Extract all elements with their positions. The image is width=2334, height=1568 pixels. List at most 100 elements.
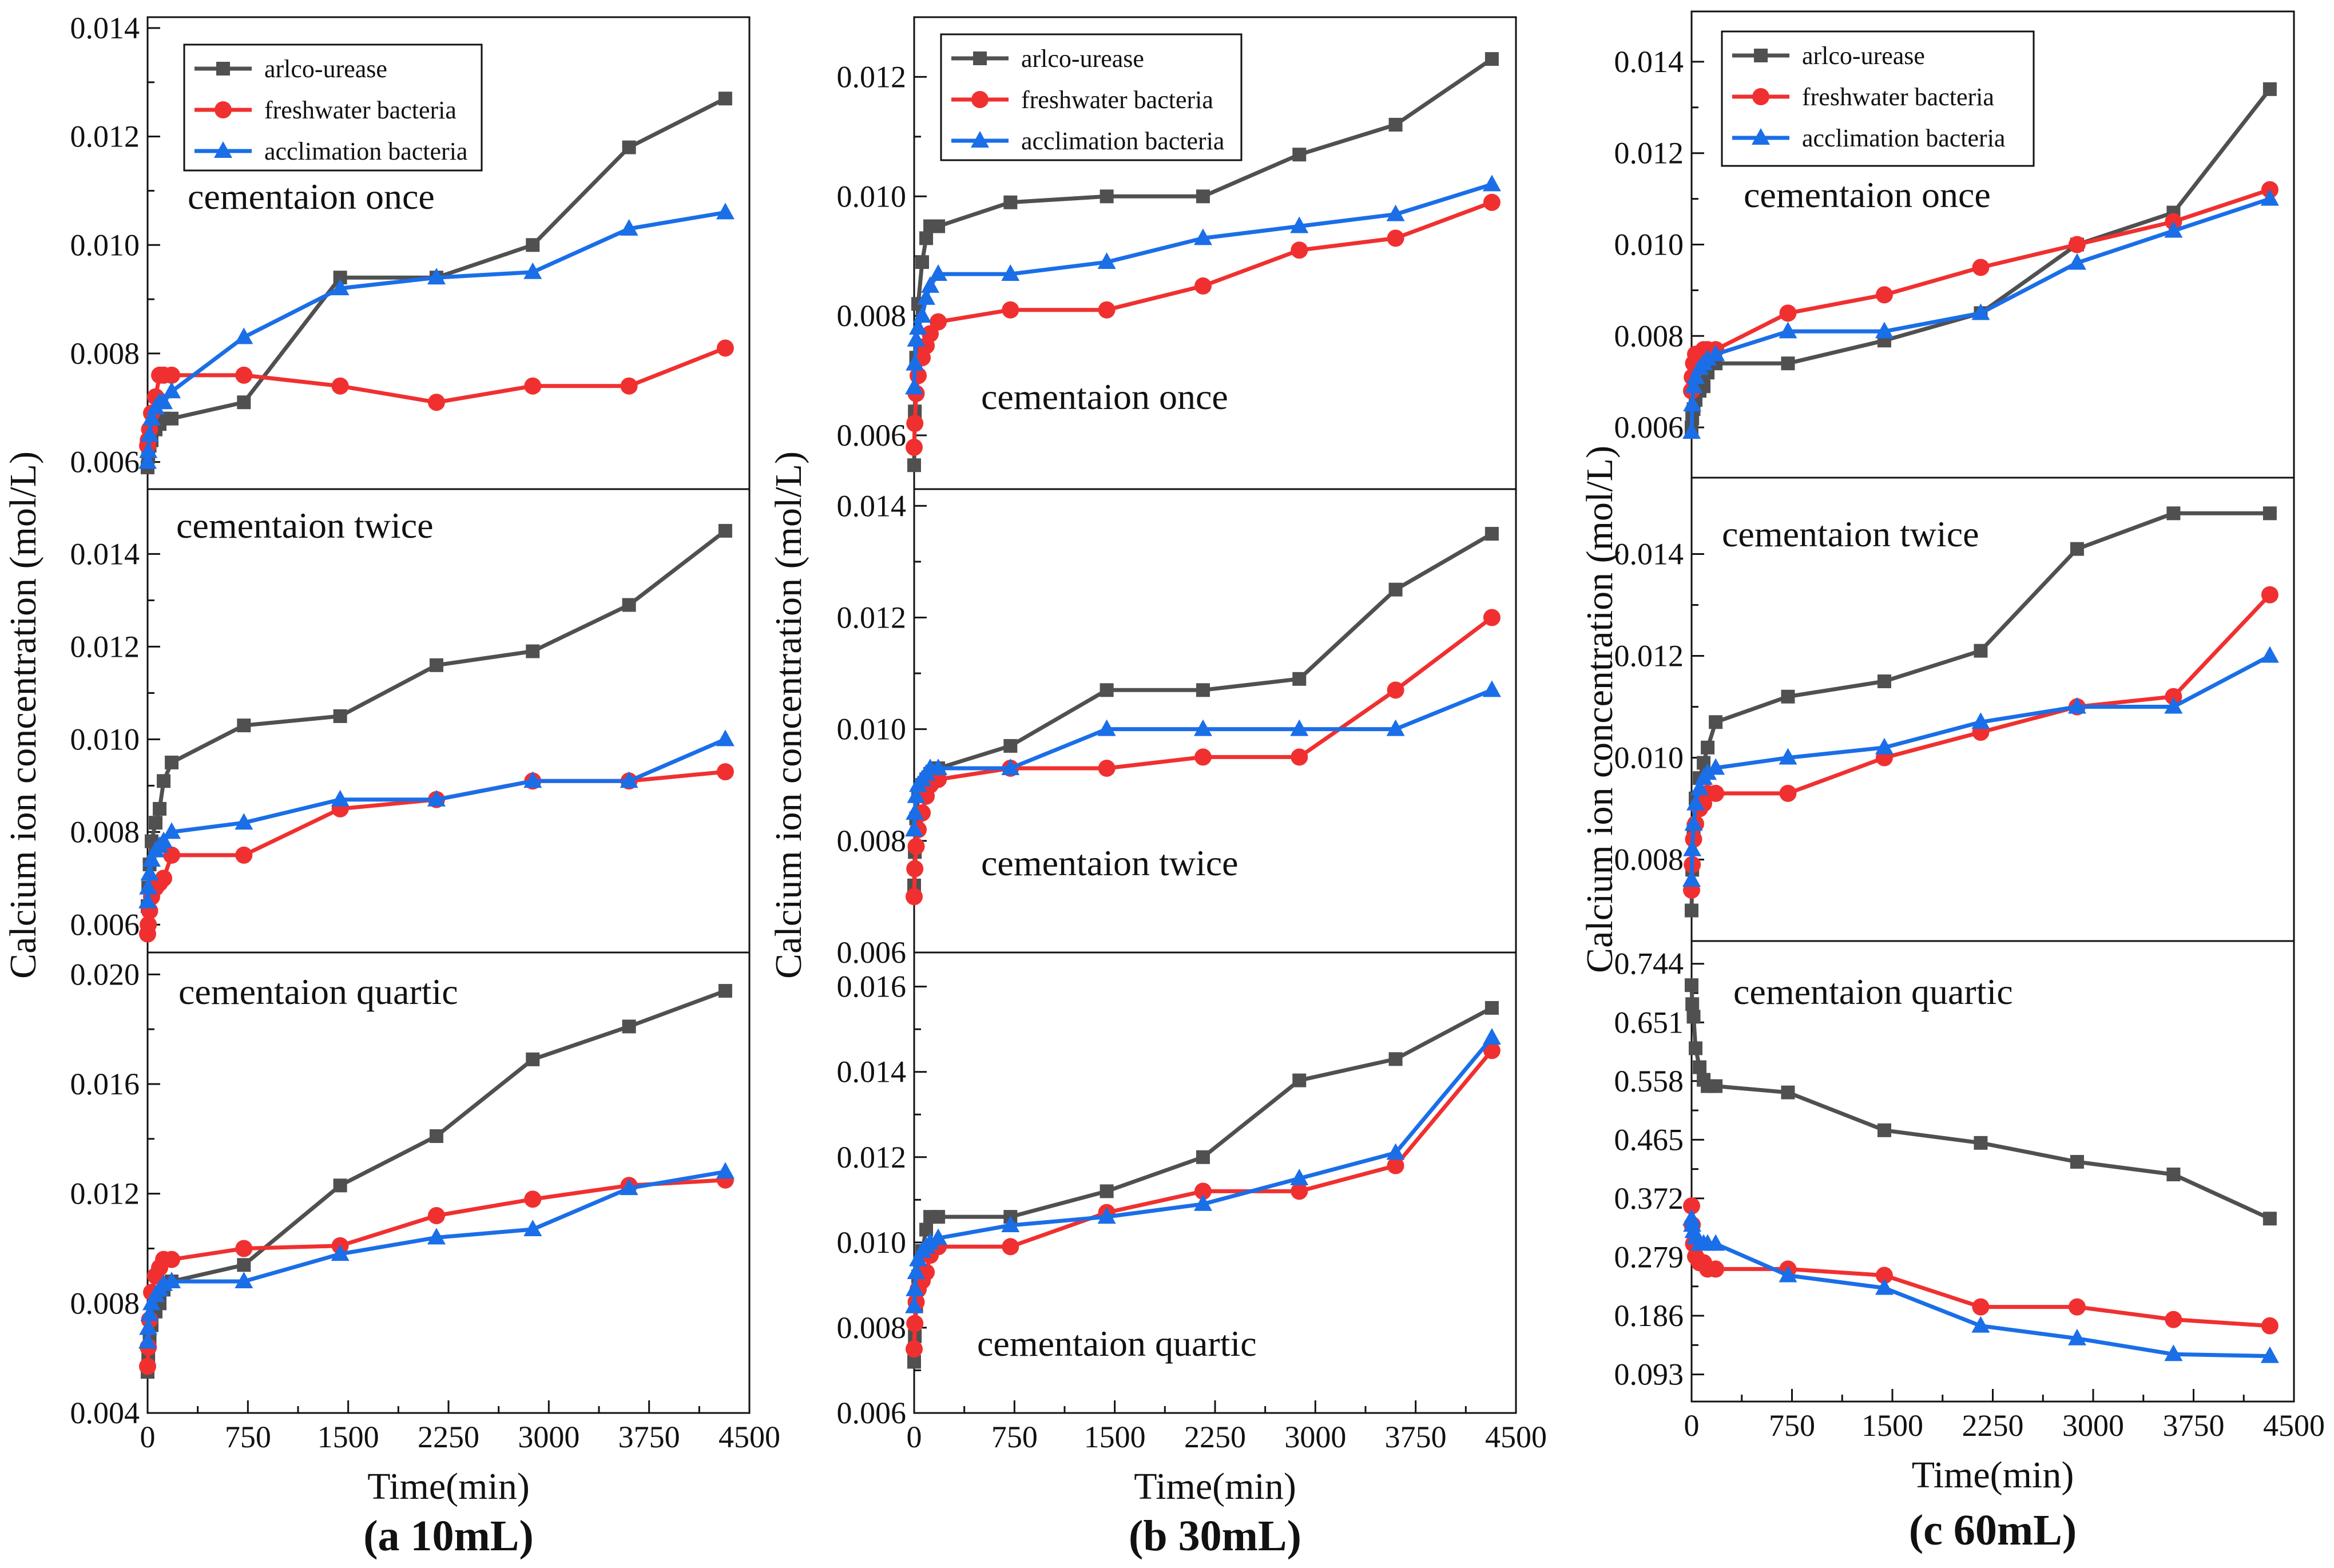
data-point xyxy=(1971,303,1990,320)
data-point xyxy=(427,394,445,411)
y-tick-label: 0.014 xyxy=(1614,45,1684,79)
data-point xyxy=(235,1272,253,1288)
data-point xyxy=(1707,1260,1725,1278)
data-point xyxy=(1701,740,1715,755)
subplot-2: 0.006 0.008 0.010 0.012 0.014 cementaion twic… xyxy=(70,488,751,954)
data-point xyxy=(622,598,636,612)
legend-entry-acclimation-bacteria: acclimation bacteria xyxy=(951,127,1224,155)
series-line xyxy=(1689,511,2270,911)
series-line xyxy=(145,529,727,907)
y-axis-label: Calcium ion concentration (mol/L) xyxy=(2,451,44,979)
data-point xyxy=(1684,814,1703,831)
data-point xyxy=(1875,286,1893,304)
data-point xyxy=(2067,1328,2086,1345)
data-point xyxy=(909,318,928,335)
data-point xyxy=(2261,1317,2279,1335)
y-tick-label: 0.008 xyxy=(70,336,140,371)
data-point xyxy=(140,425,159,442)
y-tick-label: 0.558 xyxy=(1614,1064,1684,1098)
data-point xyxy=(905,1296,923,1313)
data-point xyxy=(2164,697,2183,714)
panel-a: 0.006 0.008 0.010 0.012 0.014 cementaion once… xyxy=(2,11,780,1560)
data-point xyxy=(1002,1238,1019,1256)
data-point xyxy=(1781,356,1795,371)
data-point xyxy=(1781,689,1795,704)
y-tick-label: 0.006 xyxy=(837,935,907,970)
series-acclimation-bacteria xyxy=(905,1028,1501,1313)
data-point xyxy=(2262,506,2277,521)
y-tick-label: 0.008 xyxy=(1614,843,1684,877)
data-point xyxy=(526,1052,540,1066)
data-point xyxy=(2262,82,2277,96)
data-point xyxy=(1290,216,1309,233)
data-point xyxy=(931,219,946,233)
data-point xyxy=(154,831,173,848)
data-point xyxy=(523,1219,542,1236)
x-tick-label: 0 xyxy=(140,1420,156,1454)
legend-label: acclimation bacteria xyxy=(1802,124,2005,152)
data-point xyxy=(1483,1042,1501,1059)
data-point xyxy=(1484,527,1499,541)
y-tick-label: 0.010 xyxy=(837,1225,907,1260)
data-point xyxy=(427,1207,445,1224)
data-point xyxy=(906,415,924,432)
data-point xyxy=(1098,759,1116,777)
data-point xyxy=(1690,778,1709,795)
data-point xyxy=(1779,784,1797,802)
y-tick-label: 0.010 xyxy=(837,712,907,747)
y-tick-label: 0.010 xyxy=(1614,741,1684,775)
data-point xyxy=(526,644,540,658)
data-point xyxy=(1097,719,1116,736)
data-point xyxy=(524,1190,542,1208)
data-point xyxy=(235,327,253,344)
data-point xyxy=(620,219,638,236)
data-point xyxy=(429,1129,443,1144)
data-point xyxy=(138,1332,157,1349)
subplot-title: cementaion twice xyxy=(981,843,1239,883)
legend-entry-arlco-urease: arlco-urease xyxy=(951,45,1144,73)
data-point xyxy=(1483,609,1501,626)
data-point xyxy=(1482,1028,1501,1045)
data-point xyxy=(1193,1194,1212,1211)
data-point xyxy=(139,1318,158,1335)
data-point xyxy=(2260,646,2279,663)
data-point xyxy=(1099,189,1114,204)
subplot-title: cementaion quartic xyxy=(1733,971,2013,1012)
data-point xyxy=(1387,1157,1404,1174)
series-arlco-urease xyxy=(907,527,1499,892)
data-point xyxy=(1779,1265,1797,1283)
data-point xyxy=(1693,1060,1707,1074)
data-point xyxy=(1292,1073,1307,1087)
data-point xyxy=(1685,978,1698,993)
x-tick-label: 3000 xyxy=(2062,1408,2124,1443)
y-tick-label: 0.014 xyxy=(70,537,140,571)
series-acclimation-bacteria xyxy=(905,680,1501,837)
data-point xyxy=(1194,748,1212,766)
data-point xyxy=(1686,367,1705,384)
data-point xyxy=(2070,1154,2084,1169)
legend-entry-freshwater-bacteria: freshwater bacteria xyxy=(1732,83,1994,111)
data-point xyxy=(2068,236,2086,253)
data-point xyxy=(1196,1150,1210,1164)
data-point xyxy=(331,1244,350,1261)
data-point xyxy=(1290,1169,1309,1186)
series-line xyxy=(1689,1218,2270,1359)
y-tick-label: 0.012 xyxy=(837,1140,907,1174)
data-point xyxy=(931,1210,946,1224)
y-tick-label: 0.008 xyxy=(1614,319,1684,353)
data-point xyxy=(716,729,735,747)
series-line xyxy=(1689,654,2271,880)
subplot-title: cementaion once xyxy=(981,376,1228,417)
y-tick-label: 0.006 xyxy=(1614,410,1684,444)
data-point xyxy=(139,1357,156,1375)
data-point xyxy=(2067,697,2086,714)
legend-label: arlco-urease xyxy=(1802,42,1925,70)
data-point xyxy=(524,377,542,395)
data-point xyxy=(162,822,181,839)
data-point xyxy=(906,860,924,878)
data-point xyxy=(906,1340,923,1358)
subplot-2: 0.008 0.010 0.012 0.014 cementaion twice xyxy=(1614,477,2295,942)
data-point xyxy=(1292,672,1307,686)
data-point xyxy=(1001,758,1020,775)
